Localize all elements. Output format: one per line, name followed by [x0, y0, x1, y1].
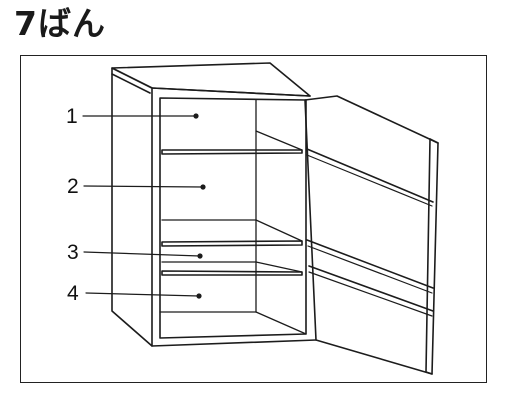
cabinet-interior	[159, 99, 307, 335]
label-3: 3	[67, 241, 79, 264]
leader-line-2	[83, 185, 204, 188]
callout-leaders	[82, 113, 206, 299]
leader-line-3	[83, 251, 201, 257]
door	[304, 95, 439, 375]
label-2: 2	[67, 175, 79, 198]
leader-line-4	[85, 292, 200, 297]
shelf-1	[161, 149, 303, 155]
leader-dot-4	[196, 293, 202, 299]
label-4: 4	[67, 282, 79, 305]
callout-numbers: 1 2 3 4	[66, 105, 79, 305]
shelf-3	[161, 270, 303, 276]
leader-dot-2	[200, 184, 206, 190]
leader-dot-3	[197, 253, 203, 259]
label-1: 1	[66, 105, 78, 128]
shelves	[161, 130, 303, 276]
leader-dot-1	[193, 113, 199, 119]
cabinet-body	[111, 62, 317, 347]
shelf-2	[161, 240, 303, 247]
page-title: 7ばん	[14, 4, 106, 43]
illustration-frame	[20, 55, 487, 383]
